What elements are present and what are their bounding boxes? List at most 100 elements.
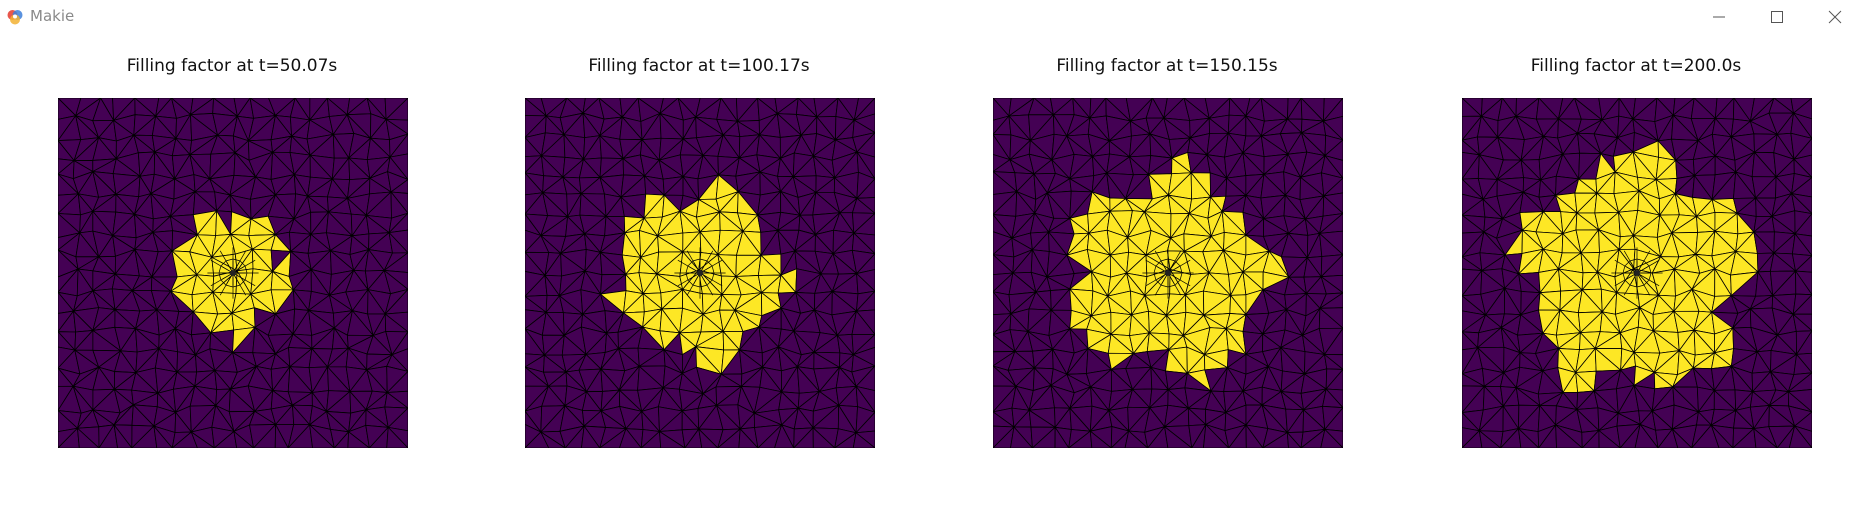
minimize-button[interactable] [1690, 0, 1748, 34]
mesh-triangle [190, 430, 216, 448]
mesh-refine-edge [219, 250, 234, 274]
mesh-refine-edge [711, 265, 715, 274]
mesh-triangle [698, 427, 719, 448]
mesh-refine-edge [232, 250, 247, 274]
mesh-triangle [1478, 429, 1502, 448]
mesh-refine-edge [699, 284, 708, 288]
mesh-triangle [1286, 431, 1302, 448]
inlet-point [230, 270, 236, 276]
mesh-refine-edge [225, 284, 234, 288]
mesh-refine-edge [677, 272, 701, 287]
mesh-triangle [581, 424, 601, 448]
maximize-button[interactable] [1748, 0, 1806, 34]
mesh-refine-edge [699, 272, 723, 287]
inlet-point [697, 270, 703, 276]
mesh-triangle [1320, 428, 1343, 448]
mesh-refine-edge [232, 258, 241, 262]
mesh-refine-edge [699, 272, 714, 296]
mesh-triangle [1788, 425, 1812, 448]
mesh-refine-edge [1174, 279, 1181, 286]
mesh-triangle [274, 422, 289, 448]
mesh-refine-edge [1167, 284, 1176, 288]
mesh-refine-edge [232, 284, 241, 288]
mesh-refine-edge [1629, 258, 1638, 262]
mesh-triangle [659, 430, 686, 448]
window-titlebar[interactable]: Makie [0, 0, 1860, 34]
panel-title: Filling factor at t=150.15s [1056, 56, 1278, 76]
mesh-refine-edge [1643, 279, 1650, 286]
mesh-refine-edge [1155, 279, 1162, 286]
mesh-refine-edge [219, 272, 234, 296]
mesh-refine-edge [699, 259, 723, 274]
mesh-refine-edge [1167, 250, 1182, 274]
mesh-refine-edge [239, 260, 246, 267]
mesh-triangle [774, 423, 795, 448]
mesh-triangle [1245, 423, 1264, 448]
mesh-refine-edge [225, 258, 234, 262]
mesh-refine-edge [1623, 272, 1638, 296]
mesh-triangle [1555, 424, 1583, 448]
maximize-icon [1771, 11, 1783, 23]
mesh-refine-edge [687, 279, 694, 286]
mesh-triangle [539, 430, 566, 448]
mesh-refine-edge [1153, 272, 1157, 281]
mesh-triangle [233, 430, 255, 448]
mesh-refine-edge [692, 258, 701, 262]
mesh-refine-edge [677, 259, 701, 274]
mesh-refine-edge [1154, 250, 1169, 274]
mesh-refine-edge [1636, 250, 1651, 274]
mesh-refine-edge [1167, 272, 1191, 287]
mesh-refine-edge [232, 259, 256, 274]
mesh-refine-edge [711, 272, 715, 281]
mesh-refine-edge [1636, 284, 1645, 288]
mesh-plot[interactable] [1462, 98, 1812, 448]
window-title: Makie [30, 7, 75, 25]
mesh-triangle [852, 432, 875, 448]
mesh-refine-edge [210, 259, 234, 274]
mesh-refine-edge [1624, 279, 1631, 286]
mesh-refine-edge [220, 260, 227, 267]
mesh-refine-edge [218, 265, 222, 274]
mesh-refine-edge [706, 260, 713, 267]
mesh-refine-edge [244, 272, 248, 281]
mesh-refine-edge [1145, 259, 1169, 274]
mesh-refine-edge [1167, 272, 1182, 296]
figure-canvas[interactable]: Filling factor at t=50.07s Filling facto… [0, 34, 1860, 508]
mesh-refine-edge [692, 284, 701, 288]
makie-logo-icon [7, 10, 23, 25]
mesh-refine-edge [1167, 259, 1191, 274]
panel-title: Filling factor at t=200.0s [1530, 56, 1742, 76]
panel-title: Filling factor at t=100.17s [588, 56, 810, 76]
mesh-refine-edge [1623, 250, 1638, 274]
mesh-triangle [1517, 427, 1540, 448]
mesh-refine-edge [1648, 265, 1652, 274]
mesh-triangle [1671, 427, 1693, 448]
mesh-triangle [1089, 430, 1112, 448]
close-icon [1828, 10, 1842, 24]
mesh-triangle [386, 426, 408, 448]
mesh-refine-edge [1636, 272, 1660, 287]
mesh-triangle [309, 423, 335, 448]
mesh-refine-edge [239, 279, 246, 286]
mesh-triangle [1753, 427, 1778, 448]
mesh-plot[interactable] [993, 98, 1343, 448]
close-button[interactable] [1806, 0, 1860, 34]
mesh-refine-edge [218, 272, 222, 281]
mesh-triangle [1598, 429, 1621, 448]
mesh-triangle [76, 427, 100, 448]
mesh-plot[interactable] [525, 98, 875, 448]
mesh-refine-edge [699, 258, 708, 262]
mesh-triangle [1164, 425, 1193, 448]
inlet-point [1634, 270, 1640, 276]
mesh-refine-edge [1614, 259, 1638, 274]
mesh-refine-edge [699, 250, 714, 274]
mesh-plot[interactable] [58, 98, 408, 448]
mesh-refine-edge [1160, 284, 1169, 288]
mesh-refine-edge [685, 265, 689, 274]
inlet-point [1165, 270, 1171, 276]
mesh-refine-edge [1167, 258, 1176, 262]
mesh-refine-edge [1636, 258, 1645, 262]
mesh-refine-edge [1636, 272, 1651, 296]
mesh-refine-edge [210, 272, 234, 287]
mesh-refine-edge [686, 250, 701, 274]
